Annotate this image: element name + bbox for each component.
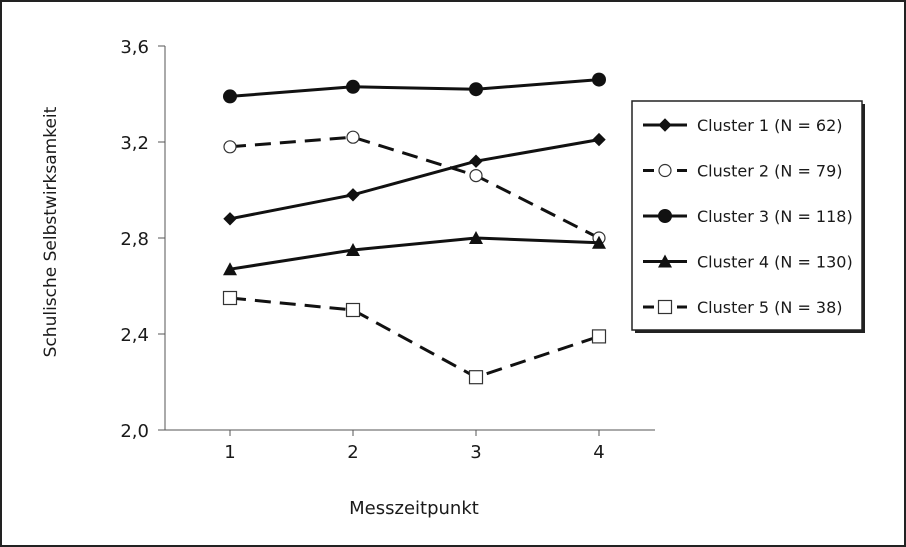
series-layer [222,72,607,385]
x-axis-label: Messzeitpunkt [349,498,479,519]
series-4-line [229,236,600,271]
legend-item-1: Cluster 1 (N = 62) [643,116,843,135]
y-axis-label: Schulische Selbstwirksamkeit [41,106,61,357]
x-tick-label: 1 [224,442,235,463]
legend-marker [658,254,672,268]
y-tick-label: 2,8 [120,229,149,250]
series-4-point [592,235,606,249]
x-tick-label: 2 [347,442,358,463]
series-1-point [346,188,360,202]
series-3 [223,72,606,104]
legend-label: Cluster 2 (N = 79) [697,162,843,181]
series-5-line [229,296,600,379]
legend-marker [658,163,672,178]
series-2 [223,130,606,245]
series-4-point [223,262,237,276]
legend: Cluster 1 (N = 62) Cluster 2 (N = 79) Clus… [631,100,865,333]
series-5-point [591,329,607,344]
x-tick-label: 3 [470,442,481,463]
series-4-point [346,243,360,256]
series-1 [223,132,606,226]
series-4-point [469,231,483,244]
legend-marker [658,118,672,132]
y-tick-label: 3,2 [120,133,149,154]
series-3-point [469,82,483,97]
series-3-point [223,89,237,104]
series-5 [222,290,607,385]
y-tick-label: 2,0 [120,421,149,442]
y-axis: 2,0 2,4 2,8 3,2 3,6 [120,37,166,442]
series-2-point [346,130,360,144]
legend-item-3: Cluster 3 (N = 118) [643,207,853,226]
x-tick-label: 4 [593,442,604,463]
series-5-point [468,370,484,385]
legend-item-2: Cluster 2 (N = 79) [643,162,843,181]
legend-label: Cluster 1 (N = 62) [697,116,843,135]
series-2-point [223,140,237,154]
legend-item-5: Cluster 5 (N = 38) [643,298,843,317]
legend-label: Cluster 5 (N = 38) [697,298,843,317]
legend-marker [657,299,673,315]
y-tick-label: 2,4 [120,325,149,346]
legend-items: Cluster 1 (N = 62) Cluster 2 (N = 79) Clus… [643,116,853,317]
x-axis: 1 2 3 4 [165,429,655,463]
series-2-point [469,169,483,183]
series-5-point [222,290,238,306]
legend-label: Cluster 3 (N = 118) [697,207,853,226]
series-3-point [592,72,606,87]
series-1-point [469,154,483,168]
legend-item-4: Cluster 4 (N = 130) [643,253,853,272]
series-1-point [223,212,237,226]
legend-label: Cluster 4 (N = 130) [697,253,853,272]
y-tick-label: 3,6 [120,37,149,58]
series-3-point [346,79,360,94]
series-4 [223,231,606,276]
series-1-line [229,138,600,221]
legend-marker [658,209,672,223]
series-3-line [229,78,600,98]
series-1-point [592,132,606,147]
series-5-point [345,302,361,318]
series-2-line [229,135,600,240]
